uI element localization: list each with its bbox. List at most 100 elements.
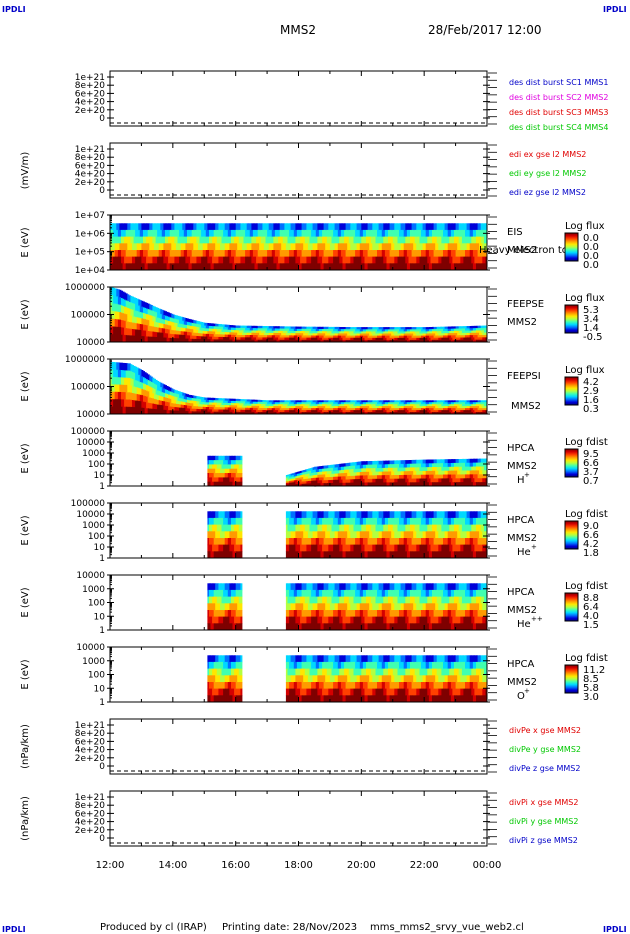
- spectrogram-cell: [165, 385, 167, 390]
- spectrogram-cell: [274, 339, 277, 343]
- spectrogram-cell: [254, 332, 257, 336]
- spectrogram-cell: [285, 410, 288, 413]
- spectrogram-cell: [422, 223, 425, 231]
- spectrogram-cell: [337, 263, 340, 271]
- spectrogram-cell: [226, 402, 229, 406]
- spectrogram-cell: [114, 334, 117, 343]
- spectrogram-cell: [337, 337, 340, 341]
- spectrogram-cell: [410, 335, 412, 339]
- spectrogram-cell: [130, 335, 133, 343]
- spectrogram-cell: [262, 404, 265, 407]
- spectrogram-cell: [163, 388, 166, 394]
- spectrogram-cell: [259, 410, 262, 413]
- spectrogram-cell: [424, 250, 427, 258]
- spectrogram-cell: [235, 332, 238, 336]
- spectrogram-cell: [204, 250, 207, 258]
- spectrogram-cell: [274, 412, 277, 415]
- spectrogram-cell: [122, 370, 125, 378]
- spectrogram-cell: [460, 236, 463, 244]
- spectrogram-cell: [267, 402, 270, 405]
- spectrogram-cell: [113, 318, 116, 327]
- spectrogram-cell: [154, 223, 156, 231]
- spectrogram-cell: [133, 297, 136, 305]
- spectrogram-cell: [452, 330, 455, 334]
- spectrogram-cell: [246, 325, 249, 329]
- spectrogram-cell: [139, 318, 142, 325]
- spectrogram-cell: [212, 402, 215, 406]
- spectrogram-cell: [333, 223, 336, 231]
- spectrogram-cell: [168, 390, 171, 396]
- spectrogram-cell: [276, 326, 279, 329]
- spectrogram-cell: [307, 335, 310, 339]
- spectrogram-cell: [245, 401, 248, 404]
- spectrogram-cell: [422, 337, 425, 341]
- spectrogram-cell: [149, 309, 152, 316]
- legend-entry: edi ey gse l2 MMS2: [509, 169, 587, 178]
- spectrogram-cell: [229, 229, 232, 238]
- spectrogram-cell: [392, 250, 395, 258]
- spectrogram-cell: [227, 223, 230, 231]
- spectrogram-cell: [458, 263, 461, 271]
- spectrogram-cell: [231, 400, 233, 404]
- spectrogram-cell: [472, 337, 475, 341]
- spectrogram-cell: [356, 331, 359, 334]
- spectrogram-cell: [351, 250, 354, 258]
- spectrogram-cell: [111, 334, 114, 343]
- spectrogram-cell: [293, 412, 296, 415]
- spectrogram-cell: [300, 412, 303, 415]
- spectrogram-cell: [135, 223, 138, 231]
- spectrogram-cell: [325, 250, 328, 258]
- spectrogram-cell: [436, 331, 439, 334]
- spectrogram-cell: [260, 250, 263, 258]
- spectrogram-cell: [290, 337, 293, 341]
- spectrogram-cell: [381, 229, 384, 238]
- spectrogram-cell: [289, 263, 292, 271]
- spectrogram-cell: [246, 399, 249, 402]
- spectrogram-cell: [298, 335, 301, 339]
- spectrogram-cell: [328, 335, 331, 339]
- spectrogram-cell: [315, 333, 318, 336]
- spectrogram-cell: [267, 223, 270, 231]
- spectrogram-cell: [216, 402, 219, 406]
- spectrogram-cell: [279, 236, 282, 244]
- spectrogram-cell: [235, 250, 238, 258]
- spectrogram-cell: [480, 250, 483, 258]
- spectrogram-cell: [337, 339, 340, 343]
- spectrogram-cell: [111, 250, 114, 258]
- spectrogram-cell: [307, 331, 310, 334]
- colorbar-title: Log flux: [565, 221, 605, 232]
- spectrogram-cell: [446, 236, 449, 244]
- spectrogram-cell: [257, 337, 260, 341]
- spectrogram-cell: [260, 223, 263, 231]
- spectrogram-cell: [350, 256, 353, 264]
- spectrogram-cell: [383, 339, 386, 343]
- spectrogram-cell: [187, 397, 189, 401]
- spectrogram-cell: [157, 223, 160, 231]
- spectrogram-cell: [237, 339, 240, 343]
- spectrogram-cell: [196, 329, 199, 334]
- spectrogram-cell: [377, 229, 379, 238]
- spectrogram-cell: [377, 327, 379, 330]
- spectrogram-cell: [384, 337, 387, 341]
- spectrogram-cell: [111, 391, 114, 400]
- spectrogram-cell: [295, 223, 298, 231]
- spectrogram-cell: [356, 243, 359, 251]
- spectrogram-cell: [295, 236, 298, 244]
- spectrogram-cell: [293, 328, 296, 332]
- spectrogram-cell: [421, 243, 423, 251]
- spectrogram-cell: [207, 333, 210, 338]
- corner-label-tr: IPDLI: [603, 5, 627, 14]
- spectrogram-cell: [163, 409, 166, 415]
- spectrogram-cell: [391, 256, 394, 264]
- spectrogram-cell: [210, 336, 213, 340]
- spectrogram-cell: [139, 223, 142, 231]
- spectrogram-cell: [400, 327, 403, 330]
- spectrogram-cell: [479, 325, 482, 329]
- spectrogram-cell: [238, 243, 241, 251]
- spectrogram-cell: [361, 256, 364, 264]
- spectrogram-cell: [157, 229, 160, 238]
- spectrogram-cell: [304, 263, 307, 271]
- spectrogram-cell: [141, 370, 144, 377]
- spectrogram-cell: [183, 393, 186, 397]
- spectrogram-cell: [315, 339, 318, 343]
